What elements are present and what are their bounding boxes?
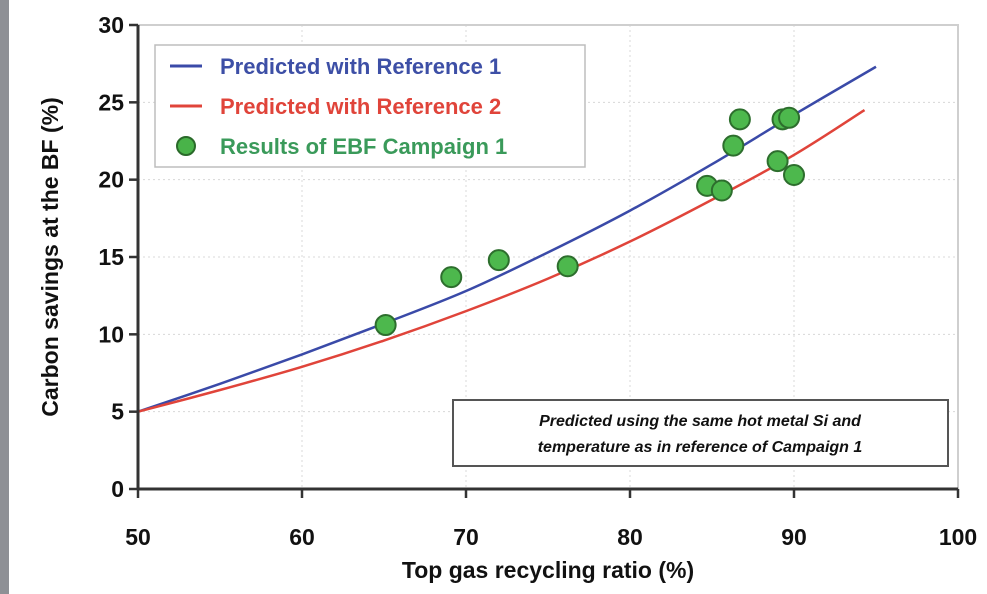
- x-tick-label: 50: [125, 524, 151, 550]
- legend: Predicted with Reference 1 Predicted wit…: [154, 44, 586, 168]
- series-line-2: [137, 109, 866, 413]
- legend-item-reference-1: Predicted with Reference 1: [220, 54, 501, 79]
- y-tick-label: 10: [98, 321, 124, 347]
- legend-marker-green-circle-icon: [176, 136, 196, 156]
- data-points: [374, 106, 805, 337]
- y-tick-label: 0: [111, 476, 124, 502]
- series-lines: [137, 65, 877, 413]
- y-tick-label: 25: [98, 89, 124, 115]
- x-tick-label: 60: [289, 524, 315, 550]
- y-tick-label: 5: [111, 399, 124, 425]
- x-tick-label: 100: [939, 524, 977, 550]
- x-tick-label: 70: [453, 524, 479, 550]
- left-edge-strip: [0, 0, 9, 594]
- note-box: Predicted using the same hot metal Si an…: [452, 399, 949, 467]
- data-point-marker: [722, 134, 745, 157]
- note-frame: [452, 399, 949, 467]
- legend-item-ebf-campaign-1: Results of EBF Campaign 1: [220, 134, 507, 159]
- y-axis-title: Carbon savings at the BF (%): [37, 97, 63, 416]
- data-point-marker: [783, 164, 805, 187]
- data-point-marker: [766, 150, 789, 173]
- x-tick-label: 90: [781, 524, 807, 550]
- y-tick-label: 30: [98, 12, 124, 38]
- data-point-marker: [556, 255, 579, 278]
- data-point-marker: [374, 314, 397, 337]
- note-line-1: Predicted using the same hot metal Si an…: [539, 413, 862, 430]
- axes: 0 5 10 15 20 25 30 50 60 70 80 90 100: [98, 12, 977, 550]
- y-tick-label: 20: [98, 167, 124, 193]
- data-point-marker: [440, 266, 463, 289]
- data-point-marker: [487, 249, 510, 272]
- y-tick-label: 15: [98, 244, 124, 270]
- data-point-marker: [710, 179, 733, 202]
- data-point-marker: [728, 108, 751, 131]
- legend-box: [154, 44, 586, 168]
- note-line-2: temperature as in reference of Campaign …: [538, 439, 863, 456]
- legend-item-reference-2: Predicted with Reference 2: [220, 94, 501, 119]
- x-tick-label: 80: [617, 524, 643, 550]
- x-axis-label: Top gas recycling ratio (%): [402, 557, 694, 583]
- series-line-1: [137, 65, 877, 413]
- y-axis-label: Carbon savings at the BF (%): [37, 97, 63, 416]
- data-point-marker: [778, 106, 801, 129]
